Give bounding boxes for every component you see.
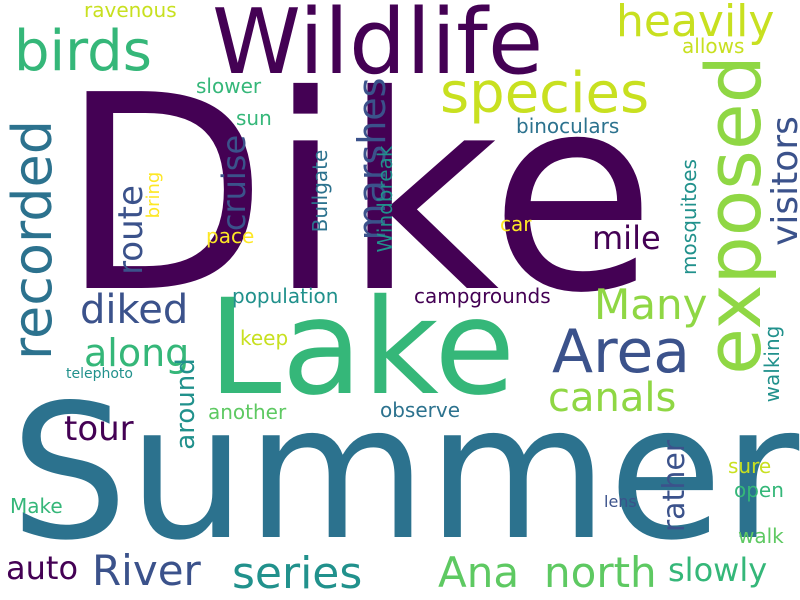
word-lake: Lake bbox=[208, 271, 516, 425]
word-auto: auto bbox=[6, 549, 79, 587]
word-summer: Summer bbox=[10, 364, 800, 581]
word-pace: pace bbox=[206, 224, 255, 248]
word-mile: mile bbox=[592, 219, 661, 257]
word-walk: walk bbox=[738, 524, 784, 548]
word-wildlife: Wildlife bbox=[212, 0, 544, 95]
word-diked: diked bbox=[80, 287, 189, 333]
word-birds: birds bbox=[14, 19, 152, 84]
word-walking: walking bbox=[760, 325, 784, 403]
word-dike: Dike bbox=[60, 37, 656, 352]
word-tour: tour bbox=[64, 409, 134, 449]
word-observe: observe bbox=[380, 398, 461, 422]
word-car: car bbox=[500, 212, 532, 236]
word-keep: keep bbox=[240, 326, 289, 350]
word-river: River bbox=[92, 546, 201, 595]
word-bring: bring bbox=[143, 171, 164, 219]
word-allows: allows bbox=[682, 34, 745, 58]
word-series: series bbox=[232, 548, 363, 599]
word-along: along bbox=[84, 331, 190, 375]
word-around: around bbox=[171, 358, 201, 450]
word-bullgate: Bullgate bbox=[308, 149, 332, 233]
word-rather: rather bbox=[657, 439, 692, 533]
word-sun: sun bbox=[236, 106, 272, 130]
word-lens: lens bbox=[604, 492, 637, 511]
word-telephoto: telephoto bbox=[66, 366, 133, 382]
word-area: Area bbox=[552, 317, 691, 387]
word-sure: sure bbox=[728, 454, 772, 478]
word-population: population bbox=[232, 284, 339, 308]
word-recorded: recorded bbox=[1, 120, 64, 360]
word-many: Many bbox=[594, 280, 708, 329]
word-another: another bbox=[208, 400, 287, 424]
word-north: north bbox=[544, 548, 657, 597]
word-binoculars: binoculars bbox=[516, 114, 620, 138]
word-species: species bbox=[440, 61, 650, 126]
word-make: Make bbox=[10, 494, 63, 518]
word-visitors: visitors bbox=[765, 116, 800, 246]
word-ana: Ana bbox=[438, 548, 520, 597]
word-slowly: slowly bbox=[668, 551, 768, 589]
word-campgrounds: campgrounds bbox=[414, 284, 551, 308]
word-ravenous: ravenous bbox=[84, 0, 177, 22]
word-open: open bbox=[734, 478, 784, 502]
word-heavily: heavily bbox=[616, 0, 775, 47]
word-windbreak: Windbreak bbox=[373, 145, 397, 253]
word-canals: canals bbox=[548, 375, 677, 421]
word-slower: slower bbox=[196, 74, 262, 98]
word-mosquitoes: mosquitoes bbox=[677, 159, 701, 275]
